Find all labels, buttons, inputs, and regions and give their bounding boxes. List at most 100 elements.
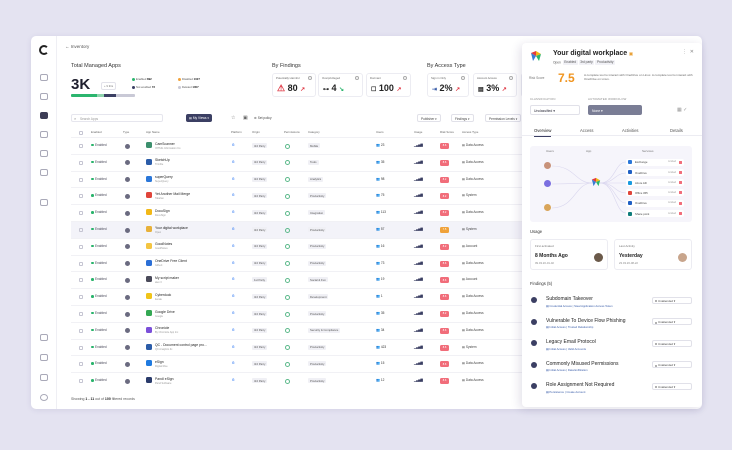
service-item[interactable]: Azure AD Limited [626,179,684,187]
permission-levels-filter[interactable]: Permission Levels ▾ [485,114,522,122]
users-icon[interactable] [40,93,48,100]
set-policy-button[interactable]: ⚙ Set policy [254,115,272,120]
table-row[interactable]: Enabled Chronicle By Chronicle App Inc G 3rd… [71,321,556,339]
table-row[interactable]: Enabled DocuSign DocuSign G 3rd Party Integra… [71,204,556,221]
finding-item[interactable]: Vulnerable To Device Flow Phishing ▤ Init… [530,314,692,336]
header-access-type[interactable]: Access Type [462,130,479,134]
apps-grid-icon[interactable] [40,112,48,119]
app-name[interactable]: QC - Document control page pro... [155,343,207,348]
service-item[interactable]: OneDrive Limited [626,199,684,207]
finding-status-select[interactable]: Unattended ▾ [652,361,692,368]
service-item[interactable]: Exchange Limited [626,158,684,166]
app-name[interactable]: SketchUp [155,158,170,163]
classification-select[interactable]: Unclassified ▾ [530,105,580,115]
alert-icon[interactable] [40,131,48,138]
service-item[interactable]: OneDrive Limited [626,168,684,176]
row-checkbox[interactable] [79,194,83,199]
table-row[interactable]: Enabled Yet Another Mail Merge Talarian G 3r… [71,187,556,204]
app-name[interactable]: Chronicle [155,326,170,331]
card-potentially-harmful[interactable]: Potentially Harmful ⚠ 80 ↗ [272,73,316,97]
search-input[interactable]: Search Apps [71,114,163,122]
app-name[interactable]: superQuery [155,175,173,180]
header-permissions[interactable]: Permissions [284,130,300,134]
row-checkbox[interactable] [79,278,83,283]
header-app-name[interactable]: App Name [146,130,160,134]
table-row[interactable]: Enabled My script maker alex 3 G 1st Party So… [71,271,556,288]
automated-workflow-select[interactable]: None ▾ [588,105,642,115]
save-icon[interactable]: ▣ [243,115,248,121]
service-item[interactable]: Share point Limited [626,210,684,217]
header-users[interactable]: Users [376,130,384,134]
row-checkbox[interactable] [79,328,83,333]
header-type[interactable]: Type [123,130,130,134]
tab-details[interactable]: Details [670,128,683,133]
table-row[interactable]: Enabled PandI eSign Pand Software G 3rd Part… [71,372,556,389]
settings-icon[interactable] [40,374,48,381]
table-row[interactable]: Enabled QC - Document control page pro...… [71,338,556,356]
app-name[interactable]: Google Drive [155,309,175,314]
table-row[interactable]: Enabled eSign Digital Rise G 3rd Party Produc… [71,355,556,372]
app-name[interactable]: eSign [155,359,164,364]
app-name[interactable]: GoodNotes [155,242,173,247]
table-row[interactable]: Enabled Google Drive Google G 3rd Party Produ… [71,305,556,322]
header-usage[interactable]: Usage [414,130,423,134]
row-checkbox[interactable] [79,211,83,216]
my-views-button[interactable]: ▤ My Views ▾ [186,114,212,122]
header-platform[interactable]: Platform [231,130,242,134]
document-icon[interactable] [40,199,48,206]
link-icon[interactable] [40,334,48,341]
row-checkbox[interactable] [79,177,83,182]
finding-item[interactable]: Legacy Email Protocol ▤ Initial Access | … [530,335,692,357]
table-row[interactable]: Enabled OneDrive Free Client Gilbert G 3rd P… [71,254,556,272]
finding-item[interactable]: Commonly Misused Permissions ▤ Initial Ac… [530,357,692,379]
app-name[interactable]: DocuSign [155,208,170,213]
app-name[interactable]: OneDrive Free Client [155,259,187,264]
user-avatar[interactable] [544,204,551,211]
card-dormant[interactable]: Dormant ☐ 100 ↗ [366,73,411,97]
finding-status-select[interactable]: Unattended ▾ [652,296,692,304]
header-risk-score[interactable]: Risk Score [440,130,454,134]
user-avatar[interactable] [544,162,551,169]
app-name[interactable]: Cyberduck [155,292,172,297]
finding-status-select[interactable]: Unattended ▾ [652,382,692,390]
table-row[interactable]: Enabled Cyberduck iterate G 3rd Party Develop… [71,288,556,305]
tab-overview[interactable]: Overview [534,128,552,137]
header-enabled[interactable]: Enabled [91,130,102,134]
finding-status-select[interactable]: Unattended ▾ [652,318,692,325]
table-row[interactable]: Enabled Your digital workplace Open G 3rd Pa… [71,221,556,238]
row-checkbox[interactable] [79,144,83,148]
app-name[interactable]: CamScanner [155,141,175,146]
shield-icon[interactable] [40,169,48,176]
finding-item[interactable]: Role Assignment Not Required ▤ Persistenc… [530,378,692,400]
row-checkbox[interactable] [79,379,83,384]
approve-icon[interactable]: ▦ ✓ [677,107,688,113]
card-account-access[interactable]: Account Access ▤ 3% ↗ [473,73,517,97]
table-row[interactable]: Enabled superQuery SuperQuery G 3rd Party Ana… [71,170,556,188]
row-checkbox[interactable] [79,228,83,232]
row-checkbox[interactable] [79,345,83,350]
more-icon[interactable]: ⋮ [682,49,688,55]
table-row[interactable]: Enabled GoodNotes GoodNotes G 3rd Party Produ… [71,237,556,255]
profile-icon[interactable] [40,394,48,401]
row-checkbox[interactable] [79,295,83,300]
header-category[interactable]: Category [308,130,320,134]
app-name[interactable]: My script maker [155,275,179,280]
row-checkbox[interactable] [79,261,83,266]
table-row[interactable]: Enabled SketchUp Trimble G 3rd Party Tools 👥 3… [71,153,556,171]
table-row[interactable]: Enabled CamScanner INTSIG Information Co G 3… [71,137,556,154]
star-icon[interactable]: ☆ [231,115,236,121]
visibility-icon[interactable] [40,150,48,157]
card-sign-in-only[interactable]: Sign in Only ⇥ 2% ↗ [427,73,469,97]
breadcrumb[interactable]: ← Inventory [65,44,90,49]
header-origin[interactable]: Origin [252,130,260,134]
tab-activities[interactable]: Activities [622,128,639,133]
tab-access[interactable]: Access [580,128,594,133]
app-name[interactable]: PandI eSign [155,376,174,381]
row-checkbox[interactable] [79,160,83,165]
chat-icon[interactable] [40,354,48,361]
findings-filter[interactable]: Findings ▾ [451,114,474,122]
user-avatar[interactable] [544,180,551,187]
finding-status-select[interactable]: Unattended ▾ [652,339,692,347]
card-overprivileged[interactable]: Overprivileged ⊶ 4 ↘ [318,73,363,97]
app-name[interactable]: Your digital workplace [155,225,188,230]
